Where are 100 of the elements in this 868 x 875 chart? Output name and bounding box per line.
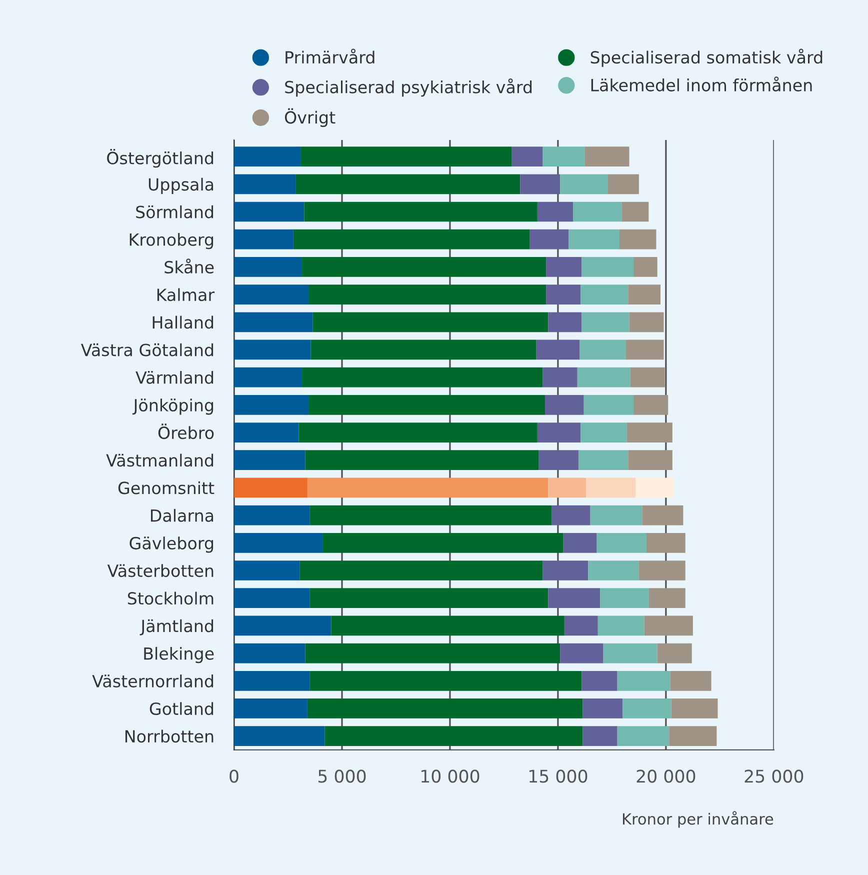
bar	[234, 450, 306, 470]
bar	[630, 367, 665, 388]
legend-label: Specialiserad psykiatrisk vård	[285, 78, 532, 97]
bar	[234, 478, 308, 498]
bar	[584, 394, 634, 415]
bar	[580, 422, 628, 442]
bar	[584, 146, 630, 166]
y-tick-label: Halland	[152, 316, 214, 329]
bar	[234, 174, 296, 194]
bar	[300, 146, 512, 166]
bar	[580, 340, 626, 360]
bar	[312, 312, 548, 332]
bar	[646, 532, 686, 553]
bar	[322, 532, 564, 553]
bar	[582, 312, 630, 332]
bar	[582, 698, 623, 718]
bar	[542, 560, 588, 580]
bar	[563, 532, 597, 553]
bar	[234, 257, 302, 277]
y-tick-label: Norrbotten	[125, 730, 214, 743]
y-tick-label: Skåne	[164, 258, 214, 274]
bar	[546, 257, 582, 277]
x-tick-label: 15 000	[529, 770, 588, 783]
bar	[627, 422, 672, 442]
bar	[638, 560, 686, 580]
bar	[617, 726, 670, 746]
legend-label: Primärvård	[286, 48, 374, 64]
bar	[588, 560, 639, 580]
bar	[542, 146, 585, 166]
bar	[331, 616, 564, 636]
bar	[234, 422, 299, 442]
bar	[307, 478, 548, 498]
x-tick-label: 25 000	[744, 770, 804, 783]
bar	[560, 174, 608, 194]
bar	[578, 450, 628, 470]
y-tick-label: Uppsala	[148, 178, 214, 194]
bar	[234, 229, 294, 250]
bar	[300, 560, 543, 580]
bar	[580, 284, 628, 304]
bar	[234, 394, 309, 415]
bar	[596, 532, 646, 553]
bar	[310, 505, 552, 526]
bar	[234, 505, 310, 526]
bar	[628, 450, 672, 470]
bar	[657, 643, 692, 664]
bar	[642, 505, 684, 526]
x-tick-label: 10 000	[422, 770, 480, 783]
bar	[536, 340, 580, 360]
bar	[305, 450, 539, 470]
bar	[302, 367, 543, 388]
bar	[590, 505, 642, 526]
bar	[234, 616, 332, 636]
y-tick-label: Västerbotten	[107, 564, 214, 578]
bar	[537, 422, 581, 442]
bar	[622, 202, 649, 222]
bar	[577, 367, 630, 388]
bar	[634, 394, 668, 415]
bar	[308, 284, 546, 304]
bar	[551, 505, 590, 526]
bar	[546, 284, 581, 304]
bar	[538, 450, 578, 470]
bar	[310, 340, 536, 360]
bar	[617, 670, 670, 691]
y-tick-label: Blekinge	[144, 646, 214, 664]
bar	[234, 367, 302, 388]
bar	[582, 726, 618, 746]
bar	[234, 726, 325, 746]
bar	[324, 726, 583, 746]
bar	[310, 588, 548, 608]
bar	[582, 670, 618, 691]
bar	[302, 257, 546, 277]
bar	[537, 202, 574, 222]
legend-label: Läkemedel inom förmånen	[591, 76, 812, 92]
y-tick-label: Dalarna	[150, 508, 214, 522]
bar	[512, 146, 543, 166]
bar	[573, 202, 622, 222]
y-tick-label: Örebro	[158, 424, 214, 440]
bar	[628, 284, 661, 304]
bar	[548, 312, 582, 332]
y-tick-label: Jönköping	[132, 398, 214, 415]
bar	[234, 560, 300, 580]
y-tick-label: Gävleborg	[130, 536, 214, 553]
x-tick-label: 0	[230, 770, 238, 783]
bar	[234, 284, 309, 304]
bar	[234, 146, 301, 166]
bar	[298, 422, 538, 442]
y-tick-label: Östergötland	[107, 148, 214, 168]
y-tick-label: Kronoberg	[130, 233, 214, 250]
bar	[608, 174, 639, 194]
y-tick-label: Genomsnitt	[118, 481, 214, 494]
bar	[644, 616, 693, 636]
x-tick-label: 20 000	[636, 770, 696, 783]
bar	[307, 698, 583, 718]
bar	[629, 312, 664, 332]
bar	[542, 367, 578, 388]
y-tick-label: Kalmar	[157, 288, 215, 302]
bar	[586, 478, 636, 498]
bar	[598, 616, 644, 636]
bar	[308, 394, 545, 415]
bar	[626, 340, 664, 360]
